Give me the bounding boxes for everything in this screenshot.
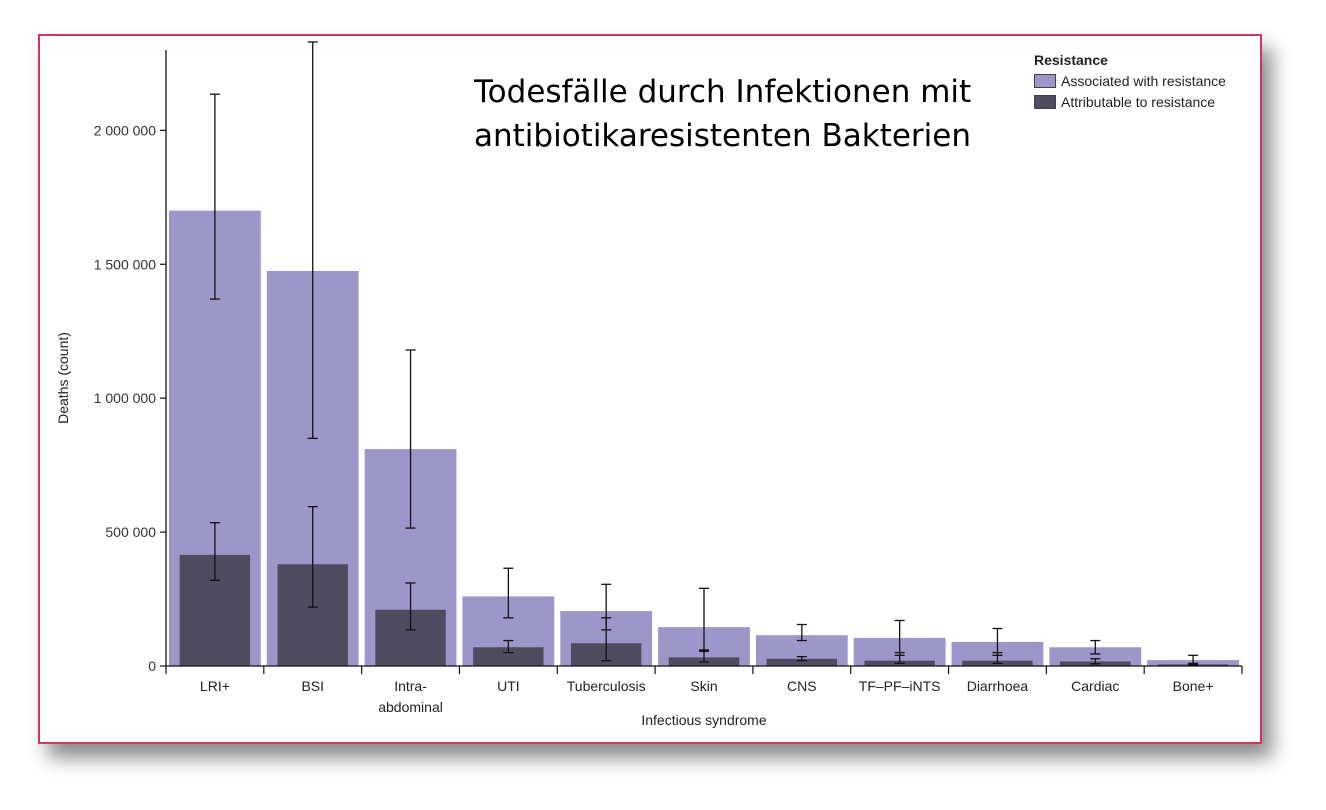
x-tick-label: Diarrhoea (967, 678, 1029, 694)
legend-label-associated: Associated with resistance (1061, 72, 1226, 89)
chart-title: Todesfälle durch Infektionen mit antibio… (474, 70, 1034, 158)
legend-entry-attributable: Attributable to resistance (1034, 91, 1226, 112)
x-tick-label: UTI (497, 678, 520, 694)
y-tick-label: 1 000 000 (94, 390, 156, 406)
legend-entry-associated: Associated with resistance (1034, 70, 1226, 91)
x-tick-label: Skin (690, 678, 717, 694)
x-axis-label: Infectious syndrome (641, 712, 766, 728)
y-tick-label: 1 500 000 (94, 256, 156, 272)
x-tick-label: BSI (301, 678, 324, 694)
y-axis-label: Deaths (count) (55, 332, 71, 424)
chart-title-line-2: antibiotikaresistenten Bakterien (474, 118, 972, 154)
x-tick-label: CNS (787, 678, 817, 694)
legend-title: Resistance (1034, 52, 1108, 68)
bar-attributable (473, 647, 544, 666)
y-tick-label: 500 000 (105, 524, 156, 540)
bar-chart: 0 500 000 1 000 000 1 500 000 2 000 000 LRI+ B… (55, 41, 1243, 728)
y-tick-label: 2 000 000 (94, 122, 156, 138)
bar-attributable (766, 658, 838, 666)
x-tick-label: Cardiac (1071, 678, 1119, 694)
legend-label-attributable: Attributable to resistance (1061, 93, 1216, 110)
chart-title-line-1: Todesfälle durch Infektionen mit (474, 74, 972, 110)
x-tick-label: LRI+ (200, 678, 230, 694)
x-tick-label: Tuberculosis (567, 678, 646, 694)
y-tick-label: 0 (148, 658, 156, 674)
x-tick-label: Intra- (394, 678, 427, 694)
legend: Resistance Associated with resistance At… (1034, 52, 1226, 112)
x-tick-label: TF–PF–iNTS (859, 678, 941, 694)
slide-frame: 0 500 000 1 000 000 1 500 000 2 000 000 LRI+ B… (38, 34, 1262, 744)
legend-swatch-associated (1034, 73, 1056, 88)
x-tick-label: Bone+ (1173, 678, 1214, 694)
legend-swatch-attributable (1034, 94, 1056, 109)
bar-associated (1049, 647, 1142, 666)
x-tick-label: abdominal (378, 699, 443, 715)
